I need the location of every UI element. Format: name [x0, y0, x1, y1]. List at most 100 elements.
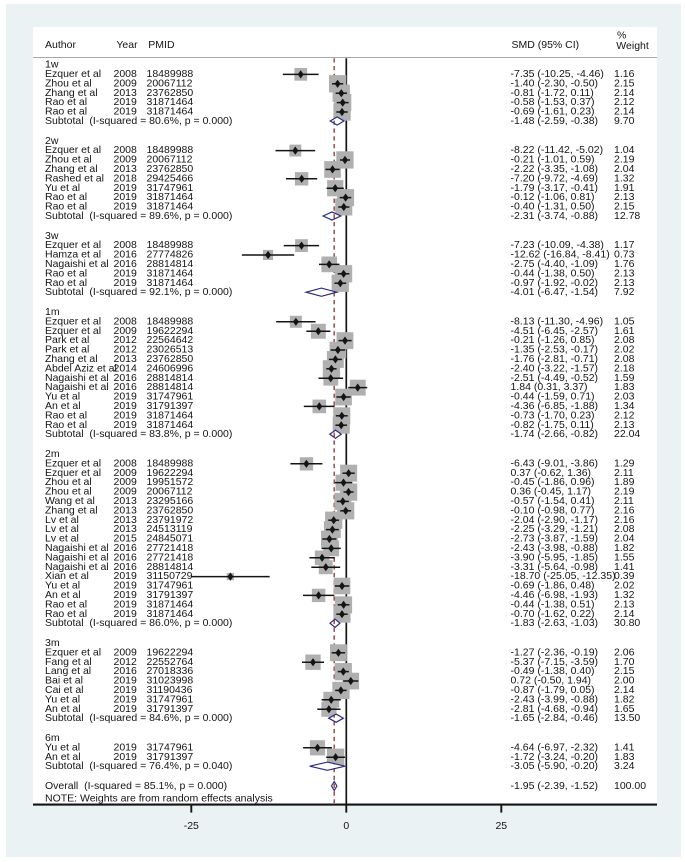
svg-text:2016: 2016: [114, 542, 138, 554]
svg-text:2.02: 2.02: [614, 344, 635, 356]
svg-text:2019: 2019: [114, 182, 138, 194]
svg-text:Rao et al: Rao et al: [45, 106, 87, 118]
svg-text:Rao et al: Rao et al: [45, 191, 87, 203]
svg-text:2019: 2019: [114, 580, 138, 592]
svg-text:1.55: 1.55: [614, 551, 635, 563]
svg-text:An et al: An et al: [45, 751, 81, 763]
svg-text:-18.70 (-25.05, -12.35): -18.70 (-25.05, -12.35): [511, 570, 616, 582]
svg-text:0.37 (-0.62, 1.36): 0.37 (-0.62, 1.36): [511, 467, 592, 479]
svg-text:Zhou et al: Zhou et al: [45, 476, 92, 488]
svg-text:2013: 2013: [114, 514, 138, 526]
svg-text:2.19: 2.19: [614, 486, 635, 498]
svg-text:Ezquer et al: Ezquer et al: [45, 315, 101, 327]
svg-text:31871464: 31871464: [147, 106, 194, 118]
svg-text:Ezquer et al: Ezquer et al: [45, 239, 101, 251]
svg-text:Ezquer et al: Ezquer et al: [45, 646, 101, 658]
svg-text:-2.25 (-3.29, -1.21): -2.25 (-3.29, -1.21): [511, 523, 599, 535]
svg-text:-2.81 (-4.68, -0.94): -2.81 (-4.68, -0.94): [511, 703, 599, 715]
svg-text:-8.13 (-11.30, -4.96): -8.13 (-11.30, -4.96): [511, 315, 604, 327]
svg-text:2.11: 2.11: [614, 467, 634, 479]
svg-text:Rao et al: Rao et al: [45, 608, 87, 620]
svg-text:-0.21 (-1.01, 0.59): -0.21 (-1.01, 0.59): [511, 154, 595, 166]
svg-text:Zhou et al: Zhou et al: [45, 77, 92, 89]
svg-text:31150729: 31150729: [147, 570, 193, 582]
svg-text:-0.97 (-1.92, -0.02): -0.97 (-1.92, -0.02): [511, 277, 599, 289]
svg-text:18489988: 18489988: [147, 457, 194, 469]
svg-text:18489988: 18489988: [147, 144, 194, 156]
svg-text:2016: 2016: [114, 381, 138, 393]
svg-text:1.83: 1.83: [614, 381, 635, 393]
svg-text:2018: 2018: [114, 172, 138, 184]
svg-text:Subtotal (I-squared = 86.0%,: Subtotal (I-squared = 86.0%, p = 0.000): [45, 617, 232, 629]
svg-text:Subtotal (I-squared = 80.6%,: Subtotal (I-squared = 80.6%, p = 0.000): [45, 115, 232, 127]
svg-text:19951572: 19951572: [147, 476, 194, 488]
svg-text:3.24: 3.24: [614, 760, 635, 772]
svg-text:Hamza et al: Hamza et al: [45, 249, 101, 261]
svg-text:-1.65 (-2.84, -0.46): -1.65 (-2.84, -0.46): [511, 712, 599, 724]
svg-text:2.12: 2.12: [614, 96, 635, 108]
svg-text:-0.44 (-1.38, 0.50): -0.44 (-1.38, 0.50): [511, 267, 595, 279]
svg-text:2m: 2m: [45, 448, 60, 460]
svg-text:23762850: 23762850: [147, 353, 194, 365]
svg-text:2019: 2019: [114, 598, 138, 610]
svg-text:-0.69 (-1.86, 0.48): -0.69 (-1.86, 0.48): [511, 580, 595, 592]
svg-text:2.13: 2.13: [614, 598, 635, 610]
svg-text:Ezquer et al: Ezquer et al: [45, 457, 101, 469]
svg-text:2.13: 2.13: [614, 191, 635, 203]
svg-text:31747961: 31747961: [147, 580, 194, 592]
svg-text:2.08: 2.08: [614, 523, 635, 535]
svg-text:-2.43 (-3.99, -0.88): -2.43 (-3.99, -0.88): [511, 693, 599, 705]
svg-text:31871464: 31871464: [147, 419, 194, 431]
svg-text:2.04: 2.04: [614, 533, 635, 545]
svg-text:2016: 2016: [114, 665, 138, 677]
svg-text:30.80: 30.80: [614, 617, 640, 629]
svg-text:-1.95 (-2.39, -1.52): -1.95 (-2.39, -1.52): [511, 780, 599, 792]
svg-text:Rao et al: Rao et al: [45, 96, 87, 108]
svg-text:2019: 2019: [114, 751, 138, 763]
svg-text:31871464: 31871464: [147, 409, 194, 421]
svg-text:2.18: 2.18: [614, 362, 635, 374]
svg-text:Yu et al: Yu et al: [45, 391, 80, 403]
svg-text:Zhang et al: Zhang et al: [45, 504, 98, 516]
svg-text:0.72 (-0.50, 1.94): 0.72 (-0.50, 1.94): [511, 675, 592, 687]
svg-text:-0.81 (-1.72, 0.11): -0.81 (-1.72, 0.11): [511, 87, 594, 99]
svg-text:2.15: 2.15: [614, 77, 635, 89]
svg-text:Wang et al: Wang et al: [45, 495, 95, 507]
svg-text:31023998: 31023998: [147, 675, 194, 687]
svg-text:2.16: 2.16: [614, 514, 635, 526]
svg-text:2.14: 2.14: [614, 684, 635, 696]
svg-text:7.92: 7.92: [614, 286, 635, 298]
svg-text:31747961: 31747961: [147, 741, 194, 753]
svg-text:-1.72 (-3.24, -0.20): -1.72 (-3.24, -0.20): [511, 751, 599, 763]
svg-text:23762850: 23762850: [147, 163, 194, 175]
svg-text:24606996: 24606996: [147, 362, 194, 374]
svg-text:1.59: 1.59: [614, 372, 635, 384]
svg-text:20067112: 20067112: [147, 77, 193, 89]
svg-text:2w: 2w: [45, 135, 59, 147]
svg-text:31871464: 31871464: [147, 267, 194, 279]
svg-text:Zhou et al: Zhou et al: [45, 154, 92, 166]
svg-text:2008: 2008: [114, 239, 138, 251]
svg-text:%: %: [617, 30, 626, 42]
svg-text:1.29: 1.29: [614, 457, 635, 469]
svg-text:18489988: 18489988: [147, 68, 194, 80]
svg-text:2019: 2019: [114, 191, 138, 203]
svg-text:0: 0: [343, 820, 349, 832]
svg-text:Nagaishi et al: Nagaishi et al: [45, 372, 109, 384]
svg-text:31871464: 31871464: [147, 191, 194, 203]
svg-text:2009: 2009: [114, 154, 138, 166]
svg-text:31791397: 31791397: [147, 751, 194, 763]
svg-text:2009: 2009: [114, 486, 138, 498]
svg-text:-0.44 (-1.59, 0.71): -0.44 (-1.59, 0.71): [511, 391, 595, 403]
svg-text:-12.62 (-16.84, -8.41): -12.62 (-16.84, -8.41): [511, 249, 610, 261]
svg-text:2.08: 2.08: [614, 334, 635, 346]
svg-text:Lv et al: Lv et al: [45, 523, 79, 535]
svg-text:2019: 2019: [114, 96, 138, 108]
svg-text:23295166: 23295166: [147, 495, 194, 507]
svg-text:Subtotal (I-squared = 84.6%,: Subtotal (I-squared = 84.6%, p = 0.000): [45, 712, 232, 724]
svg-text:-1.35 (-2.53, -0.17): -1.35 (-2.53, -0.17): [511, 344, 599, 356]
svg-text:Yu et al: Yu et al: [45, 693, 80, 705]
svg-text:Lang et al: Lang et al: [45, 665, 91, 677]
svg-text:2.15: 2.15: [614, 665, 635, 677]
svg-text:31747961: 31747961: [147, 693, 194, 705]
